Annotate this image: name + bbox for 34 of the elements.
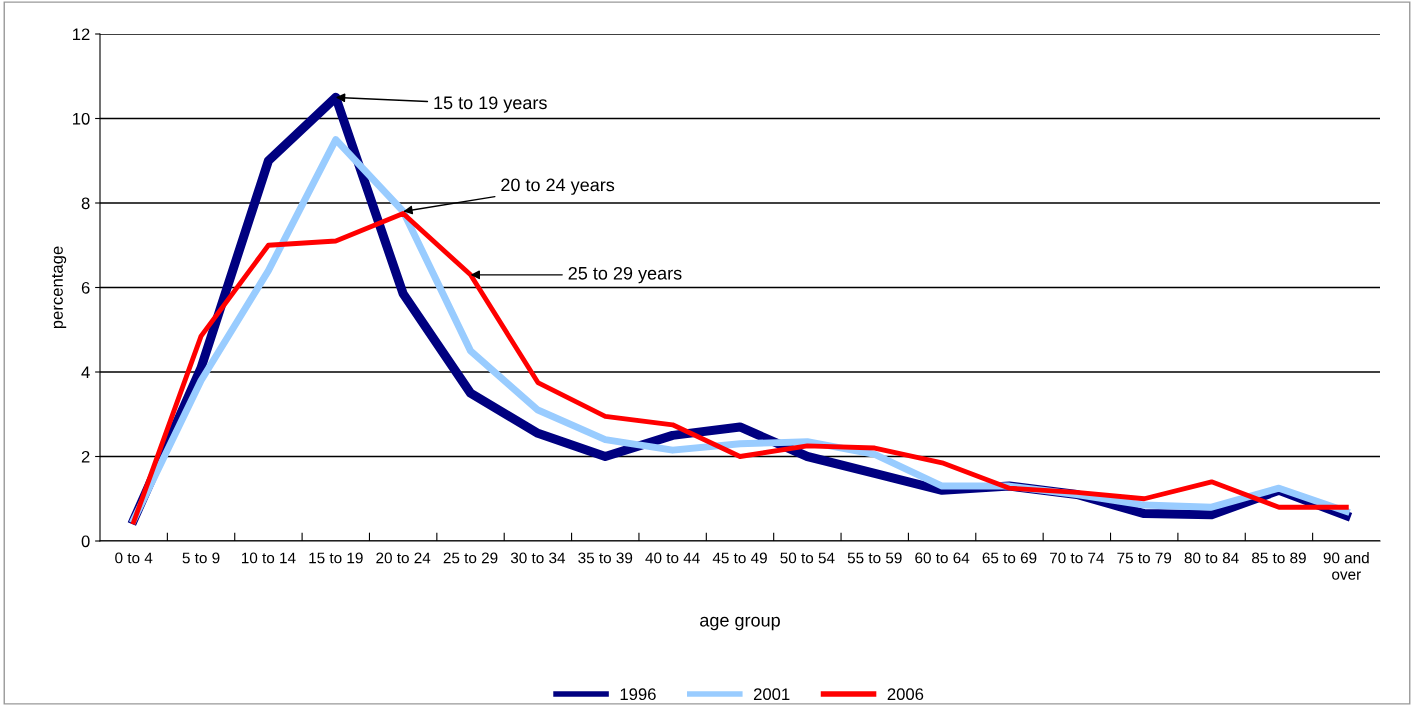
legend-label: 2006 (887, 688, 924, 701)
y-tick-label: 8 (81, 197, 90, 210)
x-tick-label: 70 to 74 (1050, 552, 1105, 564)
y-tick-label: 4 (81, 366, 90, 379)
y-axis-title: percentage (51, 246, 67, 329)
y-tick-label: 0 (81, 535, 90, 548)
x-tick-label: 35 to 39 (578, 552, 633, 564)
x-tick-label: 90 and over (1323, 552, 1369, 580)
x-tick-label: 55 to 59 (847, 552, 902, 564)
legend-label: 2001 (753, 688, 790, 701)
x-tick-label: 5 to 9 (182, 552, 220, 564)
x-tick-label: 25 to 29 (443, 552, 498, 564)
y-tick-label: 2 (81, 450, 90, 463)
annotation: 25 to 29 years (568, 266, 682, 284)
x-tick-label: 85 to 89 (1252, 552, 1306, 564)
x-tick-label: 75 to 79 (1117, 552, 1172, 564)
annotation: 20 to 24 years (501, 178, 615, 195)
x-tick-label: 45 to 49 (712, 552, 767, 564)
x-tick-label: 40 to 44 (645, 552, 700, 564)
legend-label: 1996 (620, 688, 656, 701)
x-tick-label: 0 to 4 (115, 552, 153, 564)
y-tick-label: 10 (73, 112, 90, 125)
x-tick-label: 10 to 14 (241, 552, 296, 564)
y-tick-label: 12 (73, 28, 90, 41)
x-tick-label: 30 to 34 (510, 552, 566, 564)
x-tick-label: 20 to 24 (376, 552, 431, 564)
x-tick-label: 50 to 54 (780, 552, 835, 564)
x-axis-title: age group (700, 616, 780, 631)
x-tick-label: 80 to 84 (1184, 552, 1239, 564)
y-tick-label: 6 (81, 281, 90, 294)
x-tick-label: 65 to 69 (982, 552, 1037, 564)
x-tick-label: 15 to 19 (309, 552, 363, 564)
x-tick-label: 60 to 64 (915, 552, 970, 564)
annotation: 15 to 19 years (434, 96, 547, 113)
